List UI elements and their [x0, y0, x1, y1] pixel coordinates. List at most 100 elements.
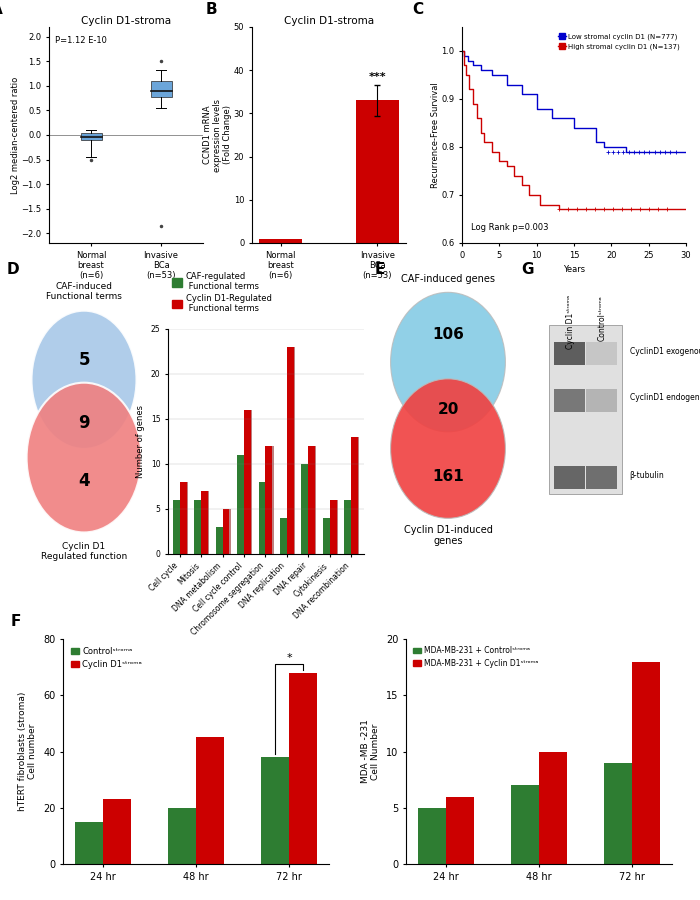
- Text: Cyclin D1-induced
genes: Cyclin D1-induced genes: [404, 525, 492, 546]
- Legend: Low stromal cyclin D1 (N=777), High stromal cyclin D1 (N=137): Low stromal cyclin D1 (N=777), High stro…: [555, 31, 682, 52]
- Bar: [351, 436, 358, 554]
- Text: E: E: [374, 263, 385, 277]
- Bar: [150, 81, 172, 96]
- Ellipse shape: [32, 310, 136, 449]
- Bar: [549, 326, 622, 494]
- Bar: [239, 454, 245, 554]
- Bar: [331, 500, 338, 554]
- Ellipse shape: [391, 379, 505, 518]
- Bar: [302, 464, 309, 554]
- Text: 161: 161: [432, 469, 464, 484]
- Bar: [267, 446, 274, 554]
- Bar: [103, 799, 131, 864]
- Title: Cyclin D1-stroma: Cyclin D1-stroma: [81, 16, 171, 26]
- Bar: [75, 822, 103, 864]
- Text: Cyclin D1ˢᵗʳᵒᵐᵃ: Cyclin D1ˢᵗʳᵒᵐᵃ: [566, 295, 575, 349]
- Text: CAF-induced
Functional terms: CAF-induced Functional terms: [46, 282, 122, 302]
- Bar: [511, 785, 539, 864]
- Text: 5: 5: [78, 351, 90, 369]
- Bar: [259, 238, 302, 243]
- Ellipse shape: [391, 292, 505, 432]
- Bar: [288, 346, 295, 554]
- Y-axis label: CCND1 mRNA
expression levels
(Fold Change): CCND1 mRNA expression levels (Fold Chang…: [202, 98, 232, 172]
- Bar: [302, 464, 308, 554]
- Bar: [217, 526, 224, 554]
- Bar: [168, 808, 196, 864]
- Bar: [554, 389, 584, 412]
- Legend: CAF-regulated
 Functional terms, Cyclin D1-Regulated
 Functional terms: CAF-regulated Functional terms, Cyclin D…: [172, 272, 272, 313]
- Text: B: B: [206, 2, 218, 17]
- Text: 106: 106: [432, 327, 464, 342]
- Y-axis label: hTERT fibroblasts (stroma)
Cell number: hTERT fibroblasts (stroma) Cell number: [18, 692, 37, 811]
- Bar: [265, 446, 272, 554]
- Bar: [196, 737, 224, 864]
- Text: CAF-induced genes: CAF-induced genes: [401, 274, 495, 284]
- Bar: [281, 518, 288, 554]
- Bar: [201, 491, 208, 554]
- Bar: [446, 796, 474, 864]
- Text: A: A: [0, 2, 2, 17]
- Text: F: F: [10, 614, 21, 628]
- Bar: [554, 466, 584, 490]
- Bar: [632, 662, 660, 864]
- Bar: [245, 410, 252, 554]
- Text: Cyclin D1
Regulated function: Cyclin D1 Regulated function: [41, 542, 127, 562]
- Bar: [356, 101, 399, 243]
- Text: P=1.12 E-10: P=1.12 E-10: [55, 36, 107, 45]
- Text: *: *: [286, 653, 292, 663]
- Y-axis label: MDA -MB -231
Cell Number: MDA -MB -231 Cell Number: [361, 720, 380, 783]
- Bar: [216, 526, 223, 554]
- Bar: [174, 500, 181, 554]
- X-axis label: Years: Years: [563, 266, 585, 274]
- Bar: [309, 446, 316, 554]
- Bar: [289, 673, 317, 864]
- Text: CyclinD1 exogenous: CyclinD1 exogenous: [630, 346, 700, 356]
- Text: 9: 9: [78, 414, 90, 432]
- Text: 20: 20: [438, 402, 458, 417]
- Bar: [586, 389, 617, 412]
- Y-axis label: Recurrence-Free Survival: Recurrence-Free Survival: [430, 82, 440, 188]
- Legend: Controlˢᵗʳᵒᵐᵃ, Cyclin D1ˢᵗʳᵒᵐᵃ: Controlˢᵗʳᵒᵐᵃ, Cyclin D1ˢᵗʳᵒᵐᵃ: [67, 644, 146, 672]
- Bar: [260, 482, 267, 554]
- Text: Log Rank p=0.003: Log Rank p=0.003: [471, 223, 549, 232]
- Bar: [223, 508, 230, 554]
- Bar: [586, 342, 617, 365]
- Bar: [344, 500, 351, 554]
- Bar: [181, 482, 188, 554]
- Bar: [346, 500, 352, 554]
- Bar: [554, 342, 584, 365]
- Bar: [418, 808, 446, 864]
- Y-axis label: Log2 median-centered ratio: Log2 median-centered ratio: [10, 76, 20, 194]
- Bar: [244, 410, 251, 554]
- Text: CyclinD1 endogenous: CyclinD1 endogenous: [630, 393, 700, 402]
- Bar: [195, 500, 202, 554]
- Bar: [80, 132, 101, 140]
- Text: ***: ***: [368, 72, 386, 82]
- Bar: [195, 500, 201, 554]
- Bar: [330, 500, 337, 554]
- Bar: [261, 757, 289, 864]
- Text: D: D: [7, 263, 20, 277]
- Bar: [323, 518, 330, 554]
- Ellipse shape: [27, 382, 141, 533]
- Bar: [287, 346, 294, 554]
- Bar: [604, 763, 632, 864]
- Bar: [237, 454, 244, 554]
- Text: G: G: [522, 263, 534, 277]
- Bar: [180, 482, 187, 554]
- Bar: [224, 508, 231, 554]
- Title: Cyclin D1-stroma: Cyclin D1-stroma: [284, 16, 374, 26]
- Bar: [202, 491, 209, 554]
- Bar: [280, 518, 287, 554]
- Text: β-tubulin: β-tubulin: [630, 471, 664, 480]
- Bar: [308, 446, 315, 554]
- Bar: [324, 518, 331, 554]
- Legend: MDA-MB-231 + Controlˢᵗʳᵒᵐᵃ, MDA-MB-231 + Cyclin D1ˢᵗʳᵒᵐᵃ: MDA-MB-231 + Controlˢᵗʳᵒᵐᵃ, MDA-MB-231 +…: [410, 643, 541, 670]
- Text: Controlˢᵗʳᵒᵐᵃ: Controlˢᵗʳᵒᵐᵃ: [598, 295, 607, 341]
- Y-axis label: Number of genes: Number of genes: [136, 404, 145, 478]
- Bar: [258, 482, 265, 554]
- Bar: [586, 466, 617, 490]
- Text: 4: 4: [78, 472, 90, 490]
- Bar: [173, 500, 180, 554]
- Bar: [352, 436, 359, 554]
